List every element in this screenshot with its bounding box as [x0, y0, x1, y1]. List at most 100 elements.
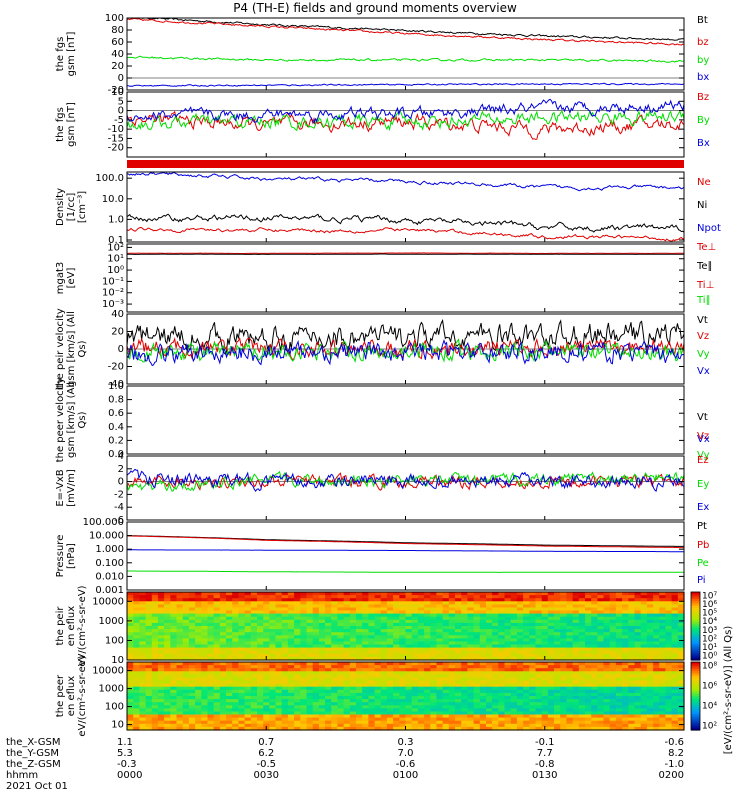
heatmap-cell — [541, 699, 549, 703]
heatmap-cell — [523, 717, 530, 722]
heatmap-cell — [139, 711, 147, 716]
heatmap-cell — [306, 662, 314, 666]
heatmap-cell — [176, 647, 184, 652]
heatmap-cell — [417, 689, 425, 694]
heatmap-cell — [337, 616, 345, 621]
heatmap-cell — [467, 632, 475, 636]
heatmap-cell — [232, 671, 239, 675]
heatmap-cell — [417, 619, 425, 624]
heatmap-cell — [504, 607, 512, 612]
heatmap-cell — [572, 680, 580, 685]
heatmap-cell — [176, 705, 184, 709]
heatmap-cell — [424, 601, 431, 605]
heatmap-cell — [195, 723, 202, 728]
heatmap-cell — [287, 613, 295, 618]
heatmap-cell — [677, 705, 685, 709]
heatmap-cell — [294, 717, 301, 722]
heatmap-cell — [498, 702, 506, 706]
heatmap-cell — [182, 702, 190, 706]
heatmap-cell — [349, 629, 357, 633]
legend-entry: Vy — [697, 450, 710, 461]
heatmap-cell — [188, 616, 196, 621]
heatmap-cell — [659, 613, 666, 618]
heatmap-cell — [219, 650, 227, 655]
heatmap-cell — [287, 689, 295, 694]
heatmap-cell — [219, 702, 227, 706]
heatmap-cell — [448, 653, 456, 658]
heatmap-cell — [386, 641, 394, 646]
heatmap-cell — [232, 598, 239, 602]
heatmap-cell — [541, 604, 549, 609]
heatmap-cell — [442, 619, 450, 624]
heatmap-cell — [473, 613, 481, 618]
heatmap-cell — [665, 677, 673, 682]
heatmap-cell — [554, 680, 561, 685]
heatmap-cell — [349, 674, 357, 679]
heatmap-cell — [257, 689, 264, 694]
heatmap-cell — [337, 723, 345, 728]
legend-entry: Vt — [697, 412, 708, 423]
heatmap-cell — [374, 610, 382, 615]
heatmap-cell — [677, 680, 685, 685]
heatmap-cell — [145, 638, 153, 643]
heatmap-cell — [529, 598, 537, 602]
heatmap-cell — [455, 613, 462, 618]
heatmap-cell — [634, 616, 642, 621]
heatmap-cell — [207, 696, 215, 700]
heatmap-cell — [226, 689, 233, 694]
heatmap-cell — [393, 644, 400, 649]
heatmap-cell — [467, 653, 475, 658]
heatmap-cell — [405, 689, 413, 694]
heatmap-cell — [151, 714, 159, 719]
heatmap-cell — [498, 644, 506, 649]
heatmap-cell — [188, 601, 196, 605]
heatmap-cell — [145, 711, 153, 716]
heatmap-cell — [516, 616, 524, 621]
heatmap-cell — [232, 686, 239, 691]
heatmap-cell — [671, 604, 679, 609]
heatmap-cell — [133, 717, 140, 722]
heatmap-cell — [448, 647, 456, 652]
heatmap-cell — [164, 626, 171, 630]
heatmap-cell — [300, 635, 308, 639]
heatmap-cell — [504, 683, 512, 688]
heatmap-cell — [127, 699, 134, 703]
heatmap-cell — [578, 668, 586, 672]
heatmap-cell — [349, 647, 357, 652]
legend-entry: Ey — [697, 479, 709, 490]
heatmap-cell — [461, 708, 468, 713]
y-axis-label: the peir — [55, 606, 66, 646]
heatmap-cell — [213, 662, 221, 666]
heatmap-cell — [492, 638, 499, 643]
heatmap-cell — [504, 717, 512, 722]
heatmap-cell — [139, 613, 147, 618]
heatmap-cell — [312, 723, 320, 728]
heatmap-cell — [287, 641, 295, 646]
heatmap-cell — [455, 726, 462, 731]
heatmap-cell — [585, 714, 592, 719]
heatmap-cell — [430, 674, 438, 679]
colorbar-tick-label: 10² — [702, 634, 717, 644]
x-axis-value: 8.2 — [668, 748, 684, 759]
heatmap-cell — [362, 650, 369, 655]
heatmap-cell — [473, 717, 481, 722]
heatmap-cell — [591, 692, 598, 697]
heatmap-cell — [349, 607, 357, 612]
heatmap-cell — [170, 619, 178, 624]
heatmap-cell — [560, 641, 567, 646]
heatmap-cell — [659, 686, 666, 691]
heatmap-cell — [640, 616, 648, 621]
heatmap-cell — [133, 610, 140, 615]
heatmap-cell — [467, 714, 475, 719]
heatmap-cell — [318, 622, 326, 627]
heatmap-cell — [380, 702, 388, 706]
heatmap-cell — [442, 613, 450, 618]
heatmap-cell — [263, 680, 270, 685]
heatmap-cell — [479, 641, 487, 646]
heatmap-cell — [554, 711, 561, 716]
heatmap-cell — [473, 604, 481, 609]
heatmap-cell — [615, 711, 623, 716]
heatmap-cell — [306, 629, 314, 633]
heatmap-cell — [300, 668, 308, 672]
heatmap-cell — [170, 613, 178, 618]
